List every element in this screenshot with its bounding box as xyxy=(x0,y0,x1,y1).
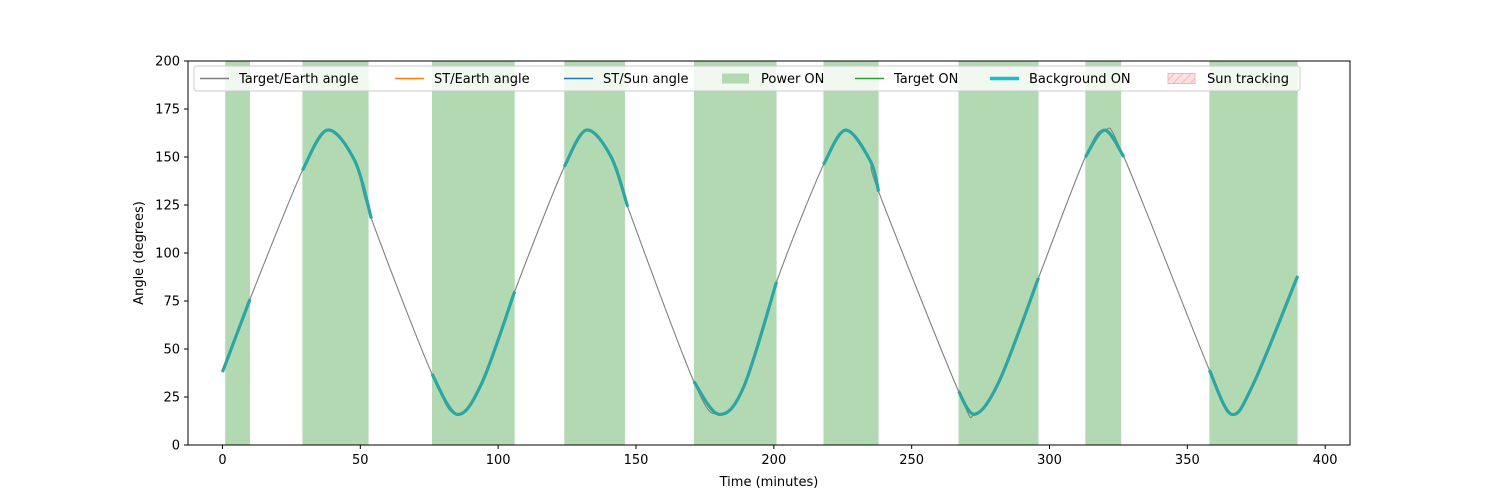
power-on-band-4 xyxy=(693,61,777,445)
y-tick-label-7: 175 xyxy=(155,103,180,118)
power-on-band-3 xyxy=(564,61,625,445)
power-on-band-6 xyxy=(958,61,1039,445)
legend-entry-2: ST/Sun angle xyxy=(564,72,689,87)
legend-entry-3: Power ON xyxy=(722,72,824,87)
x-tick-label-3: 150 xyxy=(624,453,649,468)
x-axis: 0 50 100 150 200 250 300 350 400 xyxy=(218,445,1338,468)
power-on-band-2 xyxy=(431,61,515,445)
power-on-band-7 xyxy=(1085,61,1122,445)
legend-label-1: ST/Earth angle xyxy=(434,72,530,87)
x-tick-label-8: 400 xyxy=(1313,453,1338,468)
background-on-segment-3 xyxy=(562,128,630,208)
y-tick-label-6: 150 xyxy=(155,151,180,166)
legend-swatch-6 xyxy=(1167,73,1196,84)
y-tick-label-4: 100 xyxy=(155,247,180,262)
background-on-segment-4 xyxy=(692,281,779,416)
x-tick-label-2: 100 xyxy=(486,453,511,468)
x-tick-label-0: 0 xyxy=(218,453,226,468)
x-axis-label: Time (minutes) xyxy=(719,475,819,490)
legend-label-4: Target ON xyxy=(893,72,958,87)
x-tick-label-6: 300 xyxy=(1037,453,1062,468)
legend: Target/Earth angle ST/Earth angle ST/Sun a… xyxy=(193,65,1301,92)
background-on-segment-0 xyxy=(220,298,252,373)
legend-entry-0: Target/Earth angle xyxy=(200,72,359,87)
background-on-segment-5 xyxy=(822,128,881,192)
background-on-segment-6 xyxy=(957,277,1040,416)
legend-entry-1: ST/Earth angle xyxy=(395,72,530,87)
legend-entry-4: Target ON xyxy=(855,72,958,87)
power-on-band-0 xyxy=(225,61,251,445)
x-tick-label-7: 350 xyxy=(1175,453,1200,468)
power-on-band-8 xyxy=(1209,61,1298,445)
legend-swatch-3 xyxy=(722,73,749,84)
x-tick-label-4: 200 xyxy=(761,453,786,468)
x-tick-label-5: 250 xyxy=(899,453,924,468)
legend-entry-6: Sun tracking xyxy=(1167,72,1289,87)
y-tick-label-0: 0 xyxy=(172,439,180,454)
background-on-segment-8 xyxy=(1207,275,1300,417)
power-on-bands xyxy=(225,61,1298,445)
background-on-segment-1 xyxy=(301,128,373,219)
y-tick-label-1: 25 xyxy=(163,391,180,406)
x-tick-label-1: 50 xyxy=(352,453,369,468)
background-on-segment-7 xyxy=(1083,128,1126,158)
legend-entry-5: Background ON xyxy=(990,72,1131,87)
legend-label-5: Background ON xyxy=(1029,72,1131,87)
legend-label-2: ST/Sun angle xyxy=(603,72,689,87)
y-tick-label-3: 75 xyxy=(163,295,180,310)
power-on-band-1 xyxy=(302,61,369,445)
y-tick-label-2: 50 xyxy=(163,343,180,358)
power-on-band-5 xyxy=(823,61,879,445)
legend-label-3: Power ON xyxy=(761,72,824,87)
y-tick-label-5: 125 xyxy=(155,199,180,214)
background-on-segment-2 xyxy=(430,290,517,416)
legend-label-6: Sun tracking xyxy=(1207,72,1289,87)
legend-label-0: Target/Earth angle xyxy=(238,72,359,87)
y-axis: 0 25 50 75 100 125 150 175 200 xyxy=(155,55,188,454)
series-lines xyxy=(220,127,1300,419)
y-tick-label-8: 200 xyxy=(155,55,180,70)
y-axis-label: Angle (degrees) xyxy=(132,201,147,305)
